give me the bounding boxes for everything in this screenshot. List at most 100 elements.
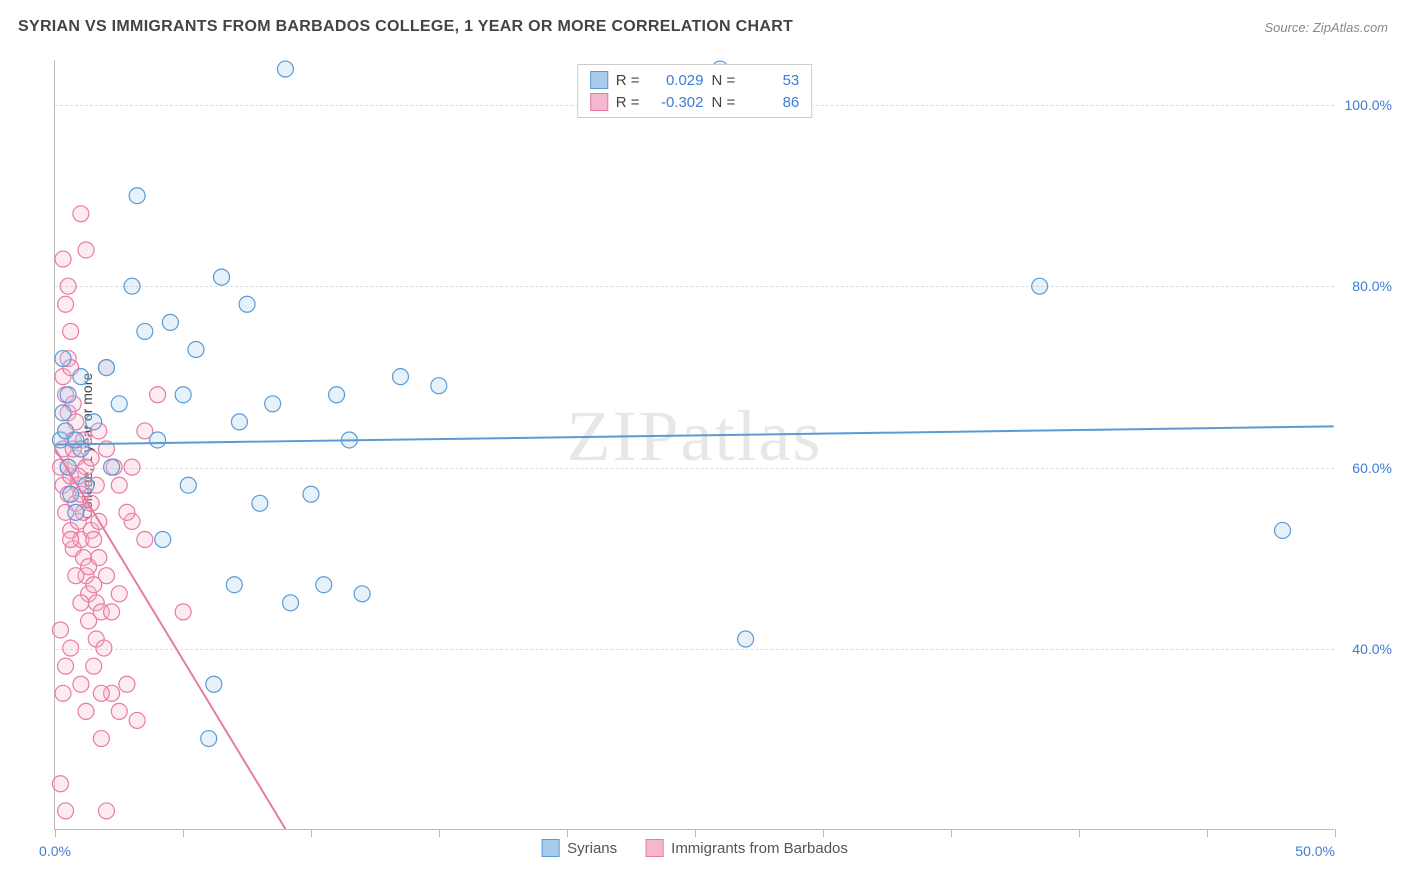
- data-point: [354, 586, 370, 602]
- data-point: [201, 731, 217, 747]
- data-point: [78, 242, 94, 258]
- chart-title: SYRIAN VS IMMIGRANTS FROM BARBADOS COLLE…: [18, 18, 793, 36]
- series-legend: Syrians Immigrants from Barbados: [541, 839, 848, 857]
- data-point: [55, 351, 71, 367]
- data-point: [81, 613, 97, 629]
- data-point: [68, 432, 84, 448]
- scatter-svg: [55, 60, 1334, 829]
- data-point: [738, 631, 754, 647]
- data-point: [98, 803, 114, 819]
- data-point: [226, 577, 242, 593]
- data-point: [137, 323, 153, 339]
- data-point: [150, 387, 166, 403]
- y-tick-label: 80.0%: [1352, 278, 1392, 294]
- data-point: [175, 604, 191, 620]
- chart-container: R = 0.029 N = 53 R = -0.302 N = 86 ZIPat…: [54, 60, 1388, 830]
- data-point: [180, 477, 196, 493]
- data-point: [111, 396, 127, 412]
- data-point: [52, 776, 68, 792]
- data-point: [252, 495, 268, 511]
- data-point: [111, 586, 127, 602]
- n-label: N =: [712, 72, 736, 89]
- data-point: [96, 640, 112, 656]
- data-point: [68, 504, 84, 520]
- n-label: N =: [712, 94, 736, 111]
- data-point: [155, 532, 171, 548]
- data-point: [55, 405, 71, 421]
- data-point: [63, 323, 79, 339]
- x-tick: [55, 829, 56, 837]
- legend-label-syrians: Syrians: [567, 840, 617, 857]
- x-tick: [951, 829, 952, 837]
- data-point: [63, 486, 79, 502]
- swatch-barbados: [590, 93, 608, 111]
- y-tick-label: 100.0%: [1345, 97, 1392, 113]
- data-point: [93, 731, 109, 747]
- r-label: R =: [616, 94, 640, 111]
- r-label: R =: [616, 72, 640, 89]
- data-point: [60, 387, 76, 403]
- legend-row-syrians: R = 0.029 N = 53: [590, 69, 800, 91]
- data-point: [111, 477, 127, 493]
- legend-row-barbados: R = -0.302 N = 86: [590, 91, 800, 113]
- data-point: [119, 504, 135, 520]
- plot-area: R = 0.029 N = 53 R = -0.302 N = 86 ZIPat…: [54, 60, 1334, 830]
- data-point: [73, 369, 89, 385]
- data-point: [188, 342, 204, 358]
- data-point: [111, 703, 127, 719]
- data-point: [73, 206, 89, 222]
- data-point: [93, 685, 109, 701]
- data-point: [1275, 522, 1291, 538]
- x-tick: [439, 829, 440, 837]
- x-tick: [1335, 829, 1336, 837]
- data-point: [58, 658, 74, 674]
- data-point: [119, 676, 135, 692]
- data-point: [124, 278, 140, 294]
- data-point: [58, 803, 74, 819]
- data-point: [137, 532, 153, 548]
- data-point: [86, 414, 102, 430]
- data-point: [162, 314, 178, 330]
- x-tick-label: 50.0%: [1295, 843, 1335, 859]
- data-point: [68, 568, 84, 584]
- data-point: [104, 604, 120, 620]
- data-point: [60, 278, 76, 294]
- data-point: [63, 640, 79, 656]
- data-point: [86, 532, 102, 548]
- trend-line: [55, 426, 1333, 444]
- data-point: [55, 251, 71, 267]
- source-attribution: Source: ZipAtlas.com: [1264, 20, 1388, 35]
- data-point: [277, 61, 293, 77]
- x-tick-label: 0.0%: [39, 843, 71, 859]
- r-value-barbados: -0.302: [648, 94, 704, 111]
- data-point: [239, 296, 255, 312]
- data-point: [63, 532, 79, 548]
- n-value-barbados: 86: [743, 94, 799, 111]
- data-point: [52, 622, 68, 638]
- data-point: [1032, 278, 1048, 294]
- data-point: [98, 568, 114, 584]
- data-point: [129, 188, 145, 204]
- data-point: [104, 459, 120, 475]
- data-point: [98, 360, 114, 376]
- data-point: [206, 676, 222, 692]
- data-point: [55, 685, 71, 701]
- data-point: [86, 658, 102, 674]
- r-value-syrians: 0.029: [648, 72, 704, 89]
- data-point: [329, 387, 345, 403]
- correlation-legend: R = 0.029 N = 53 R = -0.302 N = 86: [577, 64, 813, 118]
- data-point: [58, 296, 74, 312]
- y-tick-label: 60.0%: [1352, 460, 1392, 476]
- x-tick: [311, 829, 312, 837]
- x-tick: [567, 829, 568, 837]
- legend-item-syrians: Syrians: [541, 839, 617, 857]
- n-value-syrians: 53: [743, 72, 799, 89]
- swatch-syrians: [590, 71, 608, 89]
- data-point: [231, 414, 247, 430]
- x-tick: [1079, 829, 1080, 837]
- swatch-barbados: [645, 839, 663, 857]
- y-tick-label: 40.0%: [1352, 641, 1392, 657]
- data-point: [73, 595, 89, 611]
- data-point: [150, 432, 166, 448]
- data-point: [91, 550, 107, 566]
